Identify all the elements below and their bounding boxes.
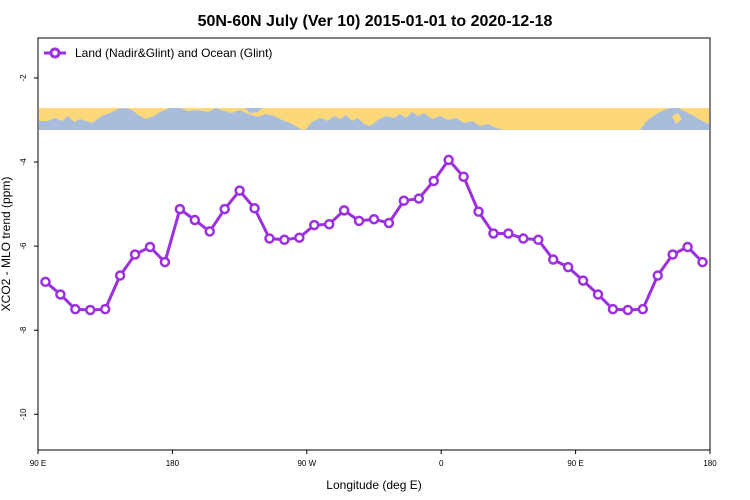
map-ocean-region bbox=[305, 112, 504, 130]
x-tick-label: 180 bbox=[703, 459, 717, 468]
y-tick-label: -6 bbox=[19, 242, 28, 250]
y-tick-label: -8 bbox=[19, 326, 28, 334]
data-point bbox=[40, 276, 51, 288]
data-point bbox=[219, 203, 230, 215]
map-island bbox=[322, 110, 332, 118]
x-tick-label: 90 E bbox=[567, 459, 583, 468]
data-point bbox=[99, 303, 111, 315]
data-point bbox=[622, 304, 634, 316]
plot-area bbox=[37, 37, 711, 451]
data-point bbox=[174, 203, 186, 215]
x-tick-label: 0 bbox=[439, 459, 444, 468]
data-point bbox=[398, 195, 410, 206]
data-point bbox=[323, 218, 335, 230]
x-tick-label: 90 E bbox=[30, 459, 46, 468]
data-point bbox=[204, 226, 215, 237]
legend-marker bbox=[49, 47, 61, 59]
map-island bbox=[245, 108, 262, 113]
data-point bbox=[697, 256, 708, 268]
x-axis: 90 E 180 90 W 0 90 E 180 bbox=[30, 450, 717, 468]
data-point bbox=[383, 217, 395, 229]
chart-title: 50N-60N July (Ver 10) 2015-01-01 to 2020… bbox=[198, 13, 553, 30]
data-point bbox=[144, 241, 156, 253]
data-point bbox=[234, 185, 245, 196]
data-point bbox=[652, 270, 663, 281]
data-point bbox=[159, 256, 171, 268]
data-point bbox=[279, 234, 290, 246]
data-point bbox=[85, 304, 96, 316]
y-tick-label: -2 bbox=[19, 74, 28, 82]
map-strip bbox=[39, 108, 709, 130]
data-point bbox=[607, 303, 619, 315]
data-point bbox=[488, 228, 499, 239]
data-point bbox=[458, 171, 469, 182]
data-point bbox=[682, 241, 693, 253]
x-tick-label: 90 W bbox=[297, 459, 316, 468]
data-point bbox=[637, 303, 649, 315]
y-axis-label: XCO2 - MLO trend (ppm) bbox=[0, 177, 13, 312]
data-point bbox=[129, 249, 141, 260]
legend: Land (Nadir&Glint) and Ocean (Glint) bbox=[44, 46, 272, 60]
series-layer bbox=[40, 154, 708, 316]
y-tick-label: -10 bbox=[19, 408, 28, 420]
data-point bbox=[338, 205, 350, 216]
data-point bbox=[667, 249, 678, 260]
legend-label: Land (Nadir&Glint) and Ocean (Glint) bbox=[75, 46, 272, 60]
x-axis-label: Longitude (deg E) bbox=[326, 478, 421, 492]
data-point bbox=[309, 219, 320, 231]
data-point bbox=[70, 303, 81, 315]
data-point bbox=[55, 289, 66, 300]
data-point bbox=[413, 193, 425, 204]
data-point bbox=[428, 175, 439, 187]
data-point bbox=[562, 261, 574, 273]
y-tick-label: -4 bbox=[19, 158, 28, 166]
data-point bbox=[249, 203, 260, 214]
data-point bbox=[592, 289, 604, 300]
data-point bbox=[368, 213, 380, 225]
map-island bbox=[672, 113, 682, 124]
y-axis: -2 -4 -6 -8 -10 bbox=[19, 74, 38, 420]
data-point bbox=[503, 228, 514, 239]
x-tick-label: 180 bbox=[166, 459, 180, 468]
data-point bbox=[189, 214, 201, 226]
map-ocean-region bbox=[39, 108, 302, 130]
data-point bbox=[577, 275, 589, 286]
data-point bbox=[533, 234, 544, 246]
data-point bbox=[353, 215, 365, 227]
data-point bbox=[547, 254, 559, 265]
data-point bbox=[473, 206, 484, 217]
data-point bbox=[264, 233, 275, 244]
data-point bbox=[518, 233, 529, 244]
data-point bbox=[294, 232, 305, 243]
data-point bbox=[114, 270, 126, 281]
data-point bbox=[443, 154, 454, 166]
